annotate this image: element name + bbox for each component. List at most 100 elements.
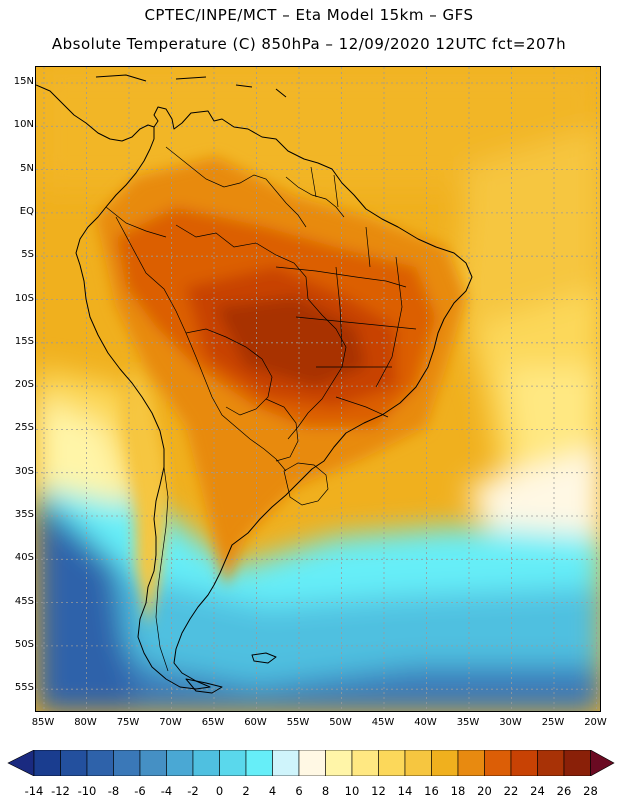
lon-label: 55W	[286, 717, 310, 728]
colorbar-over-arrow	[590, 750, 615, 776]
field-south-mid	[36, 487, 600, 711]
colorbar-segment	[457, 750, 485, 776]
country-borders	[105, 146, 417, 672]
colorbar-label: -6	[134, 784, 146, 798]
colorbar-label: 12	[371, 784, 386, 798]
colorbar	[7, 750, 615, 776]
colorbar-segment	[245, 750, 273, 776]
colorbar-segment	[351, 750, 379, 776]
colorbar-segment	[219, 750, 247, 776]
lon-label: 80W	[74, 717, 97, 728]
lon-label: 60W	[244, 717, 267, 728]
colorbar-segment	[325, 750, 353, 776]
title-line-1: CPTEC/INPE/MCT – Eta Model 15km – GFS	[144, 6, 474, 24]
lat-label: 40S	[14, 552, 34, 564]
border-brazil-west	[175, 224, 347, 440]
colorbar-segment	[60, 750, 88, 776]
colorbar-label: 6	[295, 784, 303, 798]
border-brazil-states	[275, 226, 417, 418]
field-south-deep	[36, 567, 600, 711]
lat-label: 10N	[13, 119, 34, 131]
colorbar-label: 4	[268, 784, 277, 798]
colorbar-label: 10	[344, 784, 360, 798]
lon-label: 20W	[584, 717, 607, 728]
colorbar-under-arrow	[7, 750, 35, 776]
lat-label: 45S	[14, 595, 34, 607]
border-paraguay	[265, 398, 299, 462]
colorbar-label: 18	[450, 784, 466, 798]
lat-label: 25S	[14, 422, 34, 434]
border-uruguay	[283, 462, 329, 506]
field-continent-max	[216, 297, 366, 387]
lon-label: 30W	[499, 717, 522, 728]
lat-label: 55S	[14, 682, 34, 694]
colorbar-segment	[510, 750, 538, 776]
colorbar-segment	[113, 750, 141, 776]
colorbar-label: 28	[583, 784, 598, 798]
lat-label: 5N	[20, 162, 34, 174]
colorbar-label: 22	[503, 784, 519, 798]
border-guianas	[285, 166, 345, 218]
colorbar-segment	[537, 750, 565, 776]
colorbar-segment	[298, 750, 326, 776]
colorbar-label: 2	[242, 784, 250, 798]
colorbar-label: -4	[160, 784, 173, 798]
coast-tierra-del-fuego	[185, 678, 223, 694]
colorbar-segment	[86, 750, 114, 776]
lat-label: 15S	[14, 335, 34, 347]
colorbar-label: -12	[51, 784, 70, 798]
colorbar-segment	[139, 750, 167, 776]
field-southwest-cold	[36, 497, 136, 711]
map-panel[interactable]	[35, 66, 601, 712]
border-venezuela	[165, 146, 307, 228]
colorbar-segment	[431, 750, 459, 776]
colorbar-label: 20	[477, 784, 492, 798]
colorbar-label: -2	[187, 784, 199, 798]
colorbar-label: 24	[530, 784, 545, 798]
colorbar-segment	[563, 750, 591, 776]
lon-label: 35W	[456, 717, 480, 728]
field-pacific-cream	[36, 397, 136, 507]
coastlines	[36, 74, 473, 694]
colorbar-segment	[192, 750, 220, 776]
colorbar-segment	[33, 750, 61, 776]
lon-label: 25W	[541, 717, 565, 728]
lat-label: 50S	[14, 638, 34, 650]
coast-south-america	[75, 106, 473, 690]
colorbar-label: -10	[77, 784, 97, 798]
lon-label: 85W	[31, 717, 55, 728]
lat-label: 15N	[13, 76, 34, 87]
border-argentina-chile	[155, 466, 169, 672]
coast-central-america	[36, 84, 155, 142]
colorbar-segment	[484, 750, 512, 776]
lon-label: 45W	[371, 717, 395, 728]
lon-label: 70W	[159, 717, 182, 728]
colorbar-label: 0	[215, 784, 224, 798]
coast-caribbean-islands	[95, 74, 287, 98]
coast-falklands	[251, 652, 277, 664]
lat-label: EQ	[19, 205, 34, 217]
colorbar-segment	[378, 750, 406, 776]
lat-label: 35S	[14, 509, 34, 520]
colorbar-segment	[272, 750, 300, 776]
colorbar-label: -8	[107, 784, 120, 798]
lon-label: 50W	[329, 717, 352, 728]
lat-label: 10S	[14, 292, 34, 304]
colorbar-label: -14	[24, 784, 44, 798]
lat-label: 5S	[21, 249, 34, 261]
temperature-map	[36, 67, 600, 711]
border-bolivia	[185, 328, 273, 416]
lat-label: 20S	[14, 379, 34, 391]
border-peru-ecuador	[105, 206, 167, 238]
lon-label: 65W	[201, 717, 225, 728]
colorbar-segment	[166, 750, 194, 776]
graticule	[36, 67, 600, 711]
lat-label: 30S	[14, 465, 34, 477]
title-line-2: Absolute Temperature (C) 850hPa – 12/09/…	[51, 35, 567, 53]
colorbar-label: 16	[424, 784, 439, 798]
colorbar-label: 14	[397, 784, 413, 798]
colorbar-segment	[404, 750, 432, 776]
colorbar-label: 8	[321, 784, 330, 798]
colorbar-label: 26	[556, 784, 572, 798]
lon-label: 75W	[116, 717, 140, 728]
